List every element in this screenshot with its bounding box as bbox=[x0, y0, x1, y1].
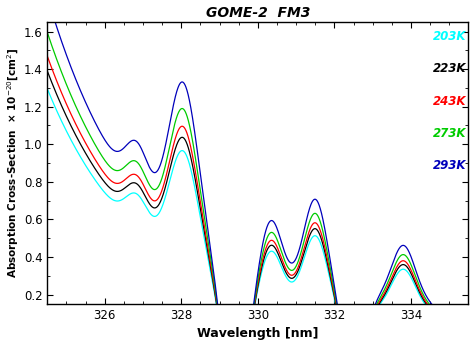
Text: 203K: 203K bbox=[433, 30, 466, 43]
Title: GOME-2  FM3: GOME-2 FM3 bbox=[206, 6, 310, 20]
Text: 223K: 223K bbox=[433, 62, 466, 75]
Text: 293K: 293K bbox=[433, 160, 466, 172]
Text: 243K: 243K bbox=[433, 94, 466, 108]
Y-axis label: Absorption Cross-Section  × 10$^{-20}$[cm$^{2}$]: Absorption Cross-Section × 10$^{-20}$[cm… bbox=[6, 48, 21, 278]
X-axis label: Wavelength [nm]: Wavelength [nm] bbox=[197, 327, 319, 340]
Text: 273K: 273K bbox=[433, 127, 466, 140]
